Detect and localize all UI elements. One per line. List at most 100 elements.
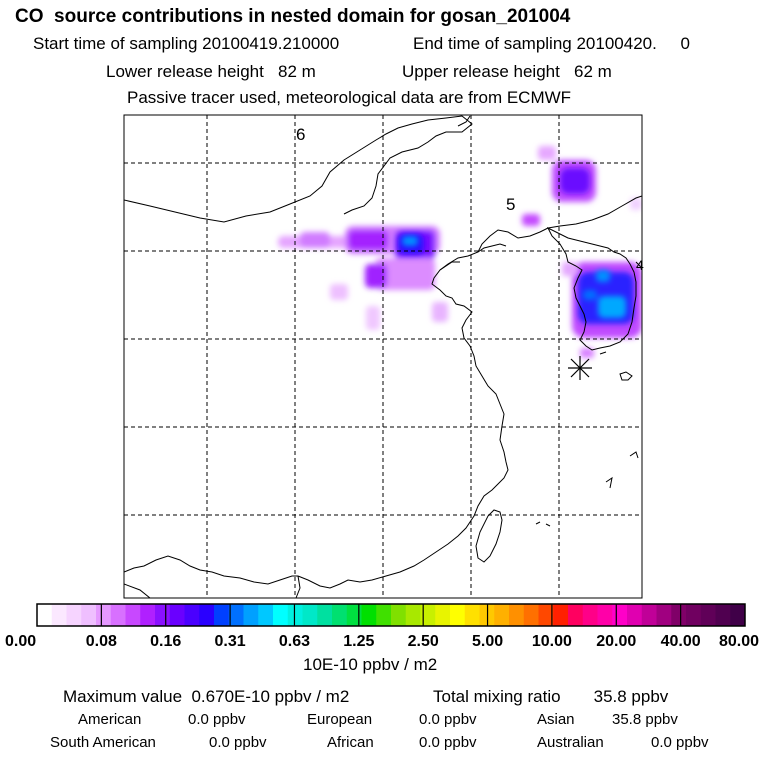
- colorbar-cell: [715, 604, 731, 626]
- receptor-star-icon: [568, 356, 592, 380]
- european-label: European: [307, 711, 373, 728]
- asian-value: 35.8 ppbv: [612, 711, 678, 728]
- colorbar-cell: [51, 604, 67, 626]
- colorbar-cell: [627, 604, 643, 626]
- colorbar-cell: [140, 604, 156, 626]
- colorbar-cell: [612, 604, 628, 626]
- plot-title: CO source contributions in nested domain…: [15, 6, 571, 27]
- coastline: [629, 451, 639, 459]
- lower-release-label: Lower release height 82 m: [106, 62, 316, 81]
- american-value: 0.0 ppbv: [188, 711, 246, 728]
- colorbar-tick-label: 5.00: [472, 633, 503, 650]
- border-line: [124, 555, 298, 585]
- colorbar-tick-label: 1.25: [343, 633, 374, 650]
- colorbar-frame: [36, 603, 746, 627]
- plume-patch: [432, 302, 448, 322]
- colorbar-cell: [671, 604, 687, 626]
- colorbar-cell: [597, 604, 613, 626]
- colorbar-cell: [110, 604, 126, 626]
- colorbar-cell: [509, 604, 525, 626]
- colorbar-tick-label: 80.00: [719, 633, 759, 650]
- coastline: [545, 523, 551, 527]
- colorbar-cell: [641, 604, 657, 626]
- coastline: [635, 261, 642, 271]
- african-value: 0.0 ppbv: [419, 734, 477, 751]
- colorbar-cell: [96, 604, 112, 626]
- colorbar-cell: [361, 604, 377, 626]
- colorbar-tick-label: 2.50: [408, 633, 439, 650]
- colorbar-cell: [730, 604, 746, 626]
- map-frame: [123, 114, 643, 599]
- colorbar-cell: [538, 604, 554, 626]
- coastline: [439, 261, 460, 271]
- colorbar-cell: [450, 604, 466, 626]
- colorbar-cell: [287, 604, 303, 626]
- colorbar-cell: [184, 604, 200, 626]
- colorbar-tick-label: 0.31: [215, 633, 246, 650]
- grid-label: 6: [296, 125, 305, 144]
- coastline: [619, 371, 633, 381]
- grid-label: 5: [506, 195, 515, 214]
- australian-value: 0.0 ppbv: [651, 734, 709, 751]
- colorbar-cell: [464, 604, 480, 626]
- colorbar-tick-label: 40.00: [661, 633, 701, 650]
- plume-patch: [522, 214, 540, 226]
- coastline: [605, 476, 613, 489]
- colorbar-cell: [346, 604, 362, 626]
- south-american-label: South American: [50, 734, 156, 751]
- lat-lon-grid: [124, 115, 642, 598]
- colorbar-cell: [435, 604, 451, 626]
- plume-core: [598, 296, 626, 318]
- colorbar-cell: [66, 604, 82, 626]
- plume-core: [596, 270, 610, 282]
- coastline-layer: [124, 115, 642, 598]
- colorbar-tick-label: 0.00: [5, 633, 36, 650]
- coastline: [535, 521, 541, 525]
- tracer-plume-layer: [278, 146, 642, 358]
- colorbar-cell: [656, 604, 672, 626]
- colorbar-cell: [494, 604, 510, 626]
- coastline: [475, 509, 503, 563]
- plume-patch: [630, 198, 642, 210]
- colorbar-cell: [376, 604, 392, 626]
- colorbar-tick-label: 0.16: [150, 633, 181, 650]
- colorbar-cell: [405, 604, 421, 626]
- plume-core: [583, 290, 597, 300]
- colorbar-cell: [523, 604, 539, 626]
- border-line: [295, 575, 301, 598]
- colorbar-cell: [214, 604, 230, 626]
- coastline: [546, 226, 637, 351]
- coastline: [599, 351, 607, 355]
- colorbar-cell: [243, 604, 259, 626]
- plume-patch: [375, 258, 435, 290]
- coastline: [477, 243, 507, 253]
- colorbar-cell: [582, 604, 598, 626]
- colorbar-cell: [317, 604, 333, 626]
- plume-core: [402, 236, 418, 246]
- colorbar-tick-label: 10.00: [532, 633, 572, 650]
- colorbar-cell: [302, 604, 318, 626]
- border-line: [547, 195, 642, 229]
- colorbar-cell: [169, 604, 185, 626]
- plume-patch: [580, 348, 594, 358]
- plume-patch: [538, 146, 556, 160]
- colorbar-cell: [391, 604, 407, 626]
- colorbar-cell: [332, 604, 348, 626]
- border-line: [457, 115, 471, 127]
- european-value: 0.0 ppbv: [419, 711, 477, 728]
- colorbar-cell: [125, 604, 141, 626]
- grid-label: 4: [636, 257, 644, 273]
- south-american-value: 0.0 ppbv: [209, 734, 267, 751]
- plume-patch: [366, 306, 380, 330]
- colorbar-cell: [700, 604, 716, 626]
- border-line: [124, 583, 151, 598]
- colorbar-tick-label: 0.08: [86, 633, 117, 650]
- american-label: American: [78, 711, 142, 728]
- colorbar-cell: [273, 604, 289, 626]
- colorbar-tick-label: 0.63: [279, 633, 310, 650]
- end-time-label: End time of sampling 20100420. 0: [413, 34, 690, 53]
- colorbar-cell: [81, 604, 97, 626]
- start-time-label: Start time of sampling 20100419.210000: [33, 34, 340, 53]
- colorbar-cell: [568, 604, 584, 626]
